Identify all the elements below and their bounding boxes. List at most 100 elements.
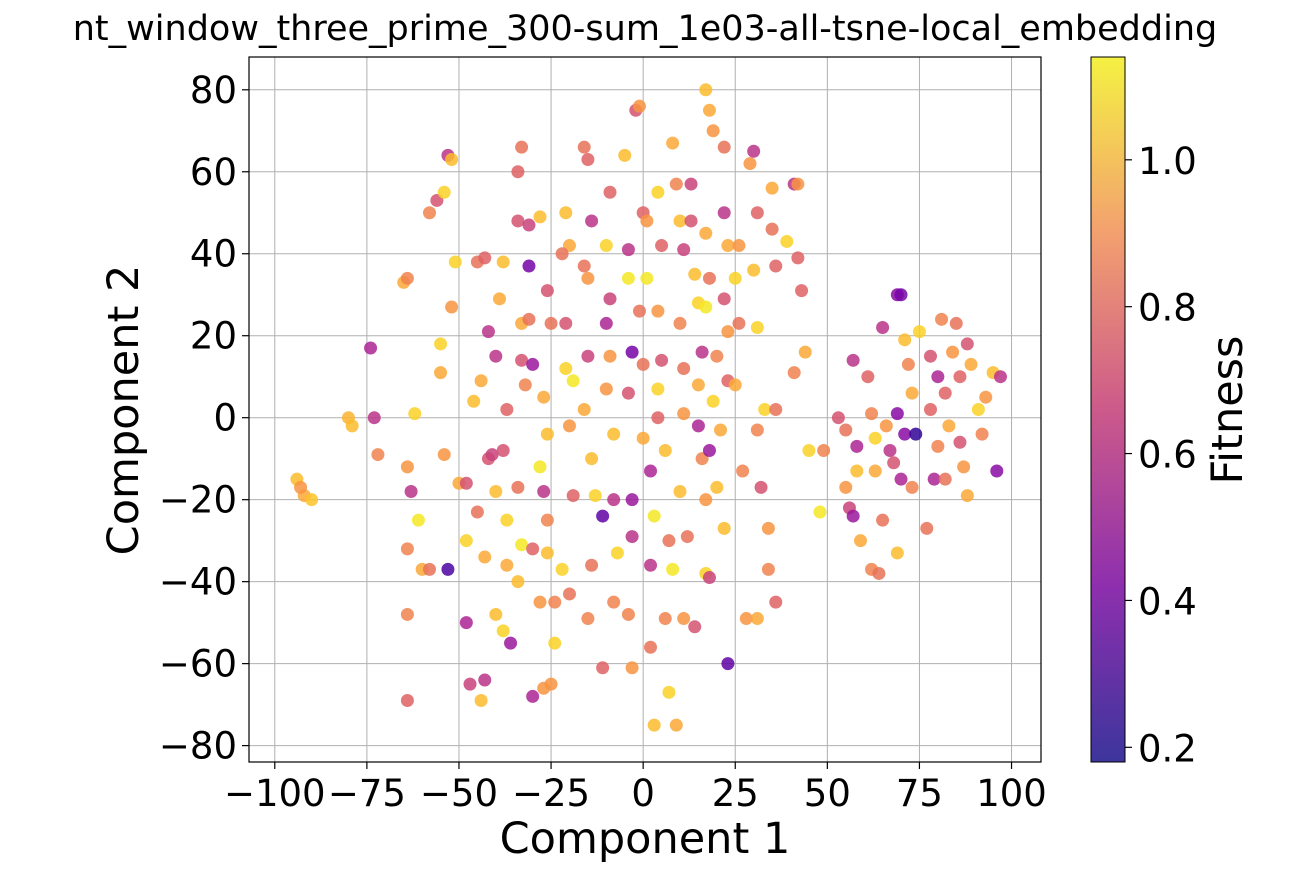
data-point (400, 607, 414, 621)
data-point (599, 316, 613, 330)
x-tick-label: −75 (328, 772, 406, 815)
data-point (721, 657, 735, 671)
data-point (750, 612, 764, 626)
data-point (526, 357, 540, 371)
data-point (470, 505, 484, 519)
data-point (489, 607, 503, 621)
data-point (960, 337, 974, 351)
data-point (706, 124, 720, 138)
data-point (492, 292, 506, 306)
data-point (993, 370, 1007, 384)
data-point (898, 333, 912, 347)
x-tick-label: 50 (804, 772, 851, 815)
data-point (434, 366, 448, 380)
data-point (912, 325, 926, 339)
data-point (478, 251, 492, 265)
data-point (644, 558, 658, 572)
data-point (747, 263, 761, 277)
data-point (699, 300, 713, 314)
data-point (839, 480, 853, 494)
data-point (555, 562, 569, 576)
data-point (408, 407, 422, 421)
plot-frame (248, 56, 1042, 763)
data-point (367, 411, 381, 425)
data-point (478, 673, 492, 687)
data-point (644, 640, 658, 654)
data-point (485, 448, 499, 462)
data-point (364, 341, 378, 355)
data-point (876, 321, 890, 335)
data-point (540, 427, 554, 441)
y-tick-label: 0 (213, 397, 237, 440)
data-point (946, 345, 960, 359)
data-point (850, 464, 864, 478)
data-point (798, 345, 812, 359)
y-tick-label: 80 (190, 69, 237, 112)
data-point (905, 386, 919, 400)
data-point (581, 152, 595, 166)
data-point (581, 612, 595, 626)
colorbar-tick-label: 1.0 (1138, 140, 1197, 183)
data-point (931, 439, 945, 453)
data-point (765, 222, 779, 236)
data-point (673, 316, 687, 330)
data-point (610, 546, 624, 560)
data-point (500, 558, 514, 572)
data-point (865, 407, 879, 421)
data-point (732, 239, 746, 253)
data-point (769, 259, 783, 273)
data-point (831, 411, 845, 425)
colorbar-label: Fitness (1203, 336, 1253, 485)
data-point (647, 718, 661, 732)
data-point (673, 214, 687, 228)
data-point (728, 271, 742, 285)
data-point (769, 403, 783, 416)
x-tick-label: −50 (420, 772, 498, 815)
data-point (621, 386, 635, 400)
data-point (732, 316, 746, 330)
data-point (566, 489, 580, 503)
data-point (647, 509, 661, 523)
data-point (990, 464, 1004, 478)
scatter-points (290, 83, 1007, 732)
data-point (699, 226, 713, 240)
data-point (876, 513, 890, 527)
colorbar (1090, 56, 1126, 763)
data-point (596, 661, 610, 675)
data-point (607, 595, 621, 609)
data-point (400, 542, 414, 556)
data-point (743, 157, 757, 171)
data-point (710, 480, 724, 494)
data-point (441, 562, 455, 576)
data-point (625, 493, 639, 507)
data-point (504, 636, 518, 650)
data-point (953, 435, 967, 449)
x-tick-label: −25 (512, 772, 590, 815)
data-point (669, 177, 683, 191)
data-point (537, 484, 551, 498)
colorbar-ticks: 0.2 0.4 0.6 0.8 1.0 (1125, 140, 1197, 770)
data-point (736, 464, 750, 478)
data-point (522, 259, 536, 273)
data-point (702, 271, 716, 285)
data-point (699, 493, 713, 507)
data-point (901, 357, 915, 371)
data-point (489, 349, 503, 363)
data-point (511, 480, 525, 494)
data-point (960, 489, 974, 503)
data-point (890, 407, 904, 421)
data-point (489, 484, 503, 498)
colorbar-tick-label: 0.4 (1138, 580, 1197, 623)
data-point (861, 370, 875, 384)
data-point (684, 177, 698, 191)
data-point (846, 353, 860, 367)
x-tick-label: 0 (631, 772, 655, 815)
data-point (691, 419, 705, 433)
data-point (555, 247, 569, 261)
data-point (618, 148, 632, 162)
data-point (644, 464, 658, 478)
x-tick-label: 75 (896, 772, 943, 815)
data-point (979, 390, 993, 404)
y-tick-label: −80 (159, 725, 237, 768)
data-point (411, 513, 425, 527)
